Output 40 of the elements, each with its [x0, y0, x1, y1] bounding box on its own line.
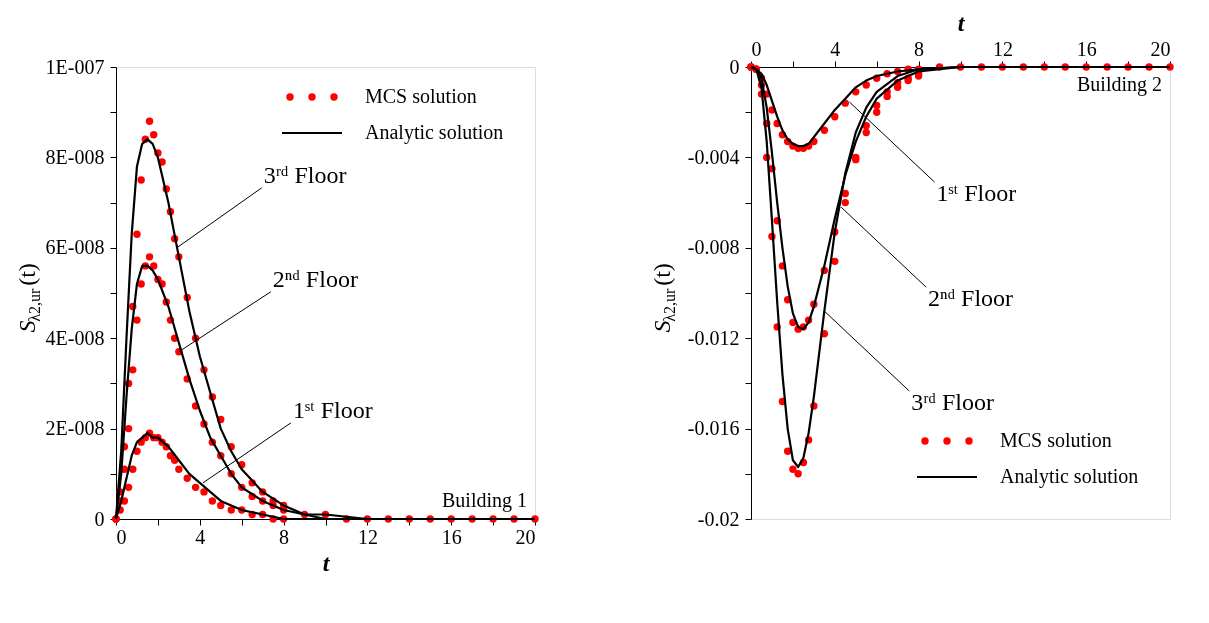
x-tick-label: 8 — [914, 37, 925, 60]
y-tick-label: 0 — [94, 507, 105, 530]
annotation: 2ⁿᵈ Floor — [928, 285, 1014, 312]
y-tick-label: -0.012 — [687, 326, 740, 349]
legend-label: MCS solution — [365, 85, 477, 107]
x-tick-label: 12 — [992, 37, 1013, 60]
y-tick-label: 1E-007 — [45, 55, 105, 78]
annotation: 1ˢᵗ Floor — [292, 396, 373, 423]
x-tick-label: 16 — [1076, 37, 1097, 60]
y-tick-label: 8E-008 — [45, 145, 105, 168]
y-tick-label: -0.008 — [687, 236, 740, 259]
annotation: 3ʳᵈ Floor — [263, 161, 347, 188]
x-tick-label: 20 — [515, 525, 536, 548]
annotation: Building 1 — [441, 489, 527, 512]
x-axis-title: t — [322, 549, 331, 576]
x-tick-label: 12 — [357, 525, 378, 548]
y-tick-label: 0 — [729, 55, 740, 78]
x-tick-label: 4 — [195, 525, 206, 548]
legend-label: MCS solution — [1000, 429, 1112, 451]
y-tick-label: 4E-008 — [45, 326, 105, 349]
legend-label: Analytic solution — [1000, 465, 1139, 488]
annotation: 1ˢᵗ Floor — [936, 180, 1017, 207]
x-axis-title: t — [957, 9, 966, 36]
y-axis-title: Sλ2,ur(t) — [14, 263, 43, 333]
x-tick-label: 8 — [279, 525, 290, 548]
legend-label: Analytic solution — [365, 121, 504, 144]
annotation: 2ⁿᵈ Floor — [272, 265, 358, 292]
annotation: Building 2 — [1076, 73, 1162, 96]
y-tick-label: -0.016 — [687, 417, 740, 440]
y-tick-label: 6E-008 — [45, 236, 105, 259]
y-axis-title: Sλ2,ur(t) — [649, 263, 678, 333]
x-tick-label: 20 — [1150, 37, 1171, 60]
x-tick-label: 16 — [441, 525, 462, 548]
y-tick-label: -0.004 — [687, 145, 740, 168]
x-tick-label: 4 — [830, 37, 841, 60]
x-tick-label: 0 — [751, 37, 762, 60]
y-tick-label: -0.02 — [697, 507, 740, 530]
x-tick-label: 0 — [116, 525, 127, 548]
annotation: 3ʳᵈ Floor — [911, 389, 995, 416]
y-tick-label: 2E-008 — [45, 417, 105, 440]
